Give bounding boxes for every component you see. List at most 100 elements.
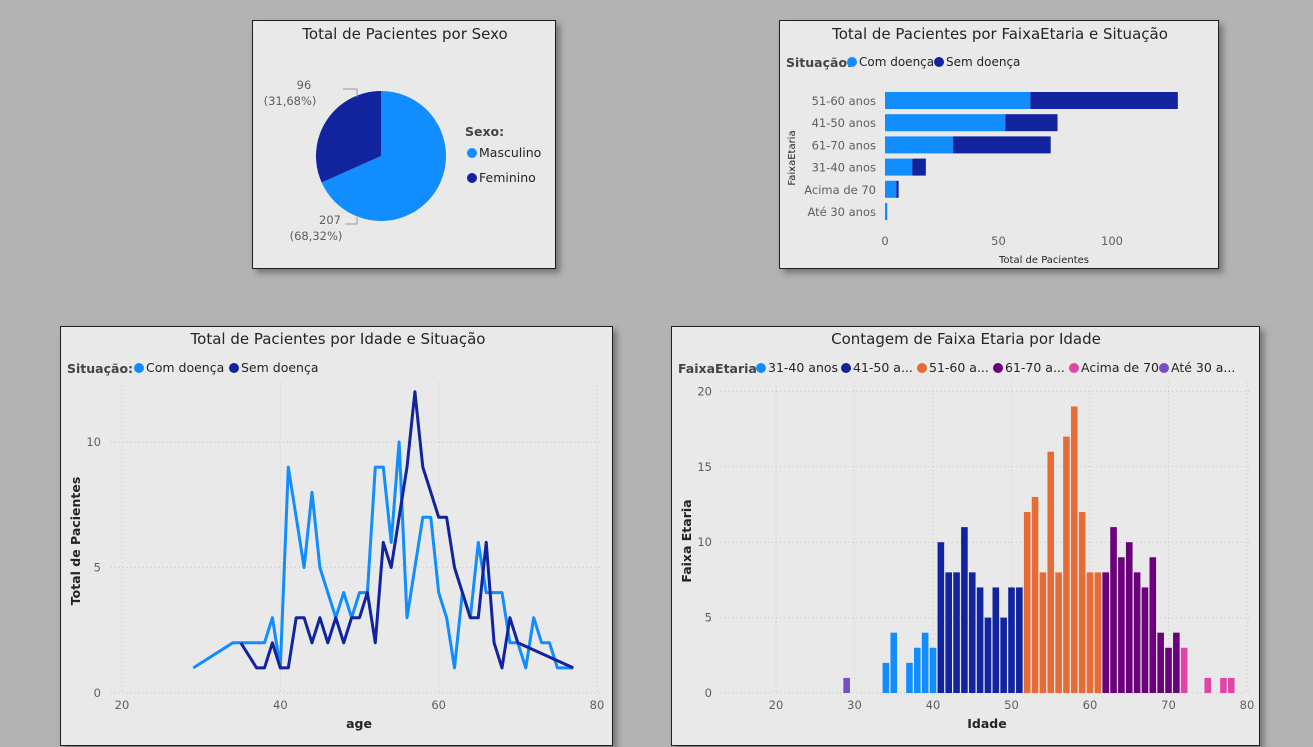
- vbar-legend-label: 41-50 a...: [853, 360, 913, 375]
- vbar-bar: [976, 587, 984, 693]
- vbar-bar: [1031, 496, 1039, 693]
- hbar-legend-label: Com doença: [859, 55, 934, 69]
- vbar-bar: [882, 662, 890, 693]
- pie-slice-feminino: [316, 91, 381, 183]
- vbar-bar: [1220, 677, 1227, 693]
- vbar-bar: [1228, 677, 1235, 693]
- vbar-title: Contagem de Faixa Etaria por Idade: [831, 330, 1101, 348]
- vbar-x-tick: 70: [1161, 698, 1176, 712]
- vbar-bar: [937, 542, 945, 693]
- line-y-tick: 0: [94, 686, 101, 700]
- vbar-bar: [1204, 677, 1212, 693]
- vbar-y-tick: 5: [705, 611, 712, 625]
- hbar-bar-sem-doenca: [1005, 114, 1058, 132]
- pie-card: Total de Pacientes por Sexo 207 (68,32%) 9…: [252, 20, 556, 269]
- line-ylabel: Total de Pacientes: [68, 477, 83, 606]
- hbar-bar-sem-doenca: [1030, 92, 1178, 109]
- hbar-bar-com-doenca: [885, 114, 1006, 132]
- line-card: Total de Pacientes por Idade e Situação …: [60, 326, 613, 746]
- hbar-category-label: Até 30 anos: [807, 205, 876, 219]
- line-chart: Total de Pacientes por Idade e Situação …: [67, 330, 604, 731]
- idade-chart: Contagem de Faixa Etaria por Idade Faixa…: [678, 330, 1255, 731]
- vbar-bar: [968, 572, 976, 693]
- line-legend-title: Situação:: [67, 361, 133, 376]
- vbar-bar: [1055, 572, 1062, 693]
- vbar-bar: [1086, 572, 1094, 693]
- hbar-legend-marker: [847, 57, 857, 67]
- vbar-bar: [1047, 451, 1055, 693]
- line-series-sem-doenca: [239, 390, 574, 670]
- pie-leader-line: [343, 88, 358, 97]
- vbar-y-tick: 20: [697, 384, 712, 398]
- vbar-y-tick: 15: [697, 460, 712, 474]
- line-legend-marker: [229, 363, 239, 373]
- vbar-bar: [1180, 647, 1188, 693]
- line-y-tick: 10: [86, 435, 101, 449]
- pie-leader-line: [345, 217, 358, 225]
- vbar-bar: [1118, 557, 1125, 693]
- vbar-bar: [1016, 587, 1023, 693]
- line-x-tick: 20: [115, 698, 130, 712]
- line-xlabel: age: [346, 716, 372, 731]
- hbar-bar-com-doenca: [885, 203, 888, 220]
- pie-data-label: 96: [297, 78, 312, 92]
- vbar-y-tick: 10: [697, 535, 712, 549]
- hbar-x-tick: 50: [991, 234, 1006, 248]
- pie-data-label-pct: (31,68%): [264, 94, 317, 108]
- vbar-bar: [1078, 512, 1086, 693]
- hbar-x-tick: 100: [1101, 234, 1123, 248]
- line-legend-label: Sem doença: [241, 360, 319, 375]
- vbar-bar: [992, 587, 1000, 693]
- vbar-bar: [1008, 587, 1015, 693]
- line-y-tick: 5: [94, 561, 101, 575]
- bar-faixa-chart: Total de Pacientes por FaixaEtaria e Sit…: [786, 25, 1178, 266]
- hbar-category-label: 61-70 anos: [812, 138, 876, 152]
- pie-title: Total de Pacientes por Sexo: [301, 25, 507, 43]
- vbar-bar: [1039, 572, 1047, 693]
- pie-legend-title: Sexo:: [465, 124, 504, 139]
- pie-data-label-pct: (68,32%): [290, 229, 343, 243]
- vbar-legend-marker: [841, 363, 851, 373]
- vbar-bar: [1023, 512, 1031, 693]
- vbar-bar: [1133, 572, 1141, 693]
- vbar-bar: [1000, 617, 1007, 693]
- vbar-bar: [1141, 587, 1149, 693]
- vbar-bar: [1094, 572, 1102, 693]
- vbar-legend-marker: [756, 363, 766, 373]
- idade-card: Contagem de Faixa Etaria por Idade Faixa…: [671, 326, 1260, 746]
- vbar-bar: [890, 632, 898, 693]
- vbar-x-tick: 80: [1240, 698, 1255, 712]
- hbar-bar-com-doenca: [885, 180, 897, 198]
- vbar-bar: [1149, 557, 1157, 693]
- vbar-bar: [1102, 572, 1109, 693]
- pie-legend-label: Feminino: [479, 170, 536, 185]
- vbar-bar: [1063, 436, 1070, 693]
- vbar-y-tick: 0: [705, 686, 712, 700]
- vbar-x-tick: 50: [1004, 698, 1019, 712]
- hbar-ylabel: FaixaEtaria: [787, 130, 798, 185]
- vbar-x-tick: 40: [926, 698, 941, 712]
- hbar-title: Total de Pacientes por FaixaEtaria e Sit…: [831, 25, 1168, 43]
- vbar-ylabel: Faixa Etaria: [679, 499, 694, 582]
- hbar-category-label: 51-60 anos: [812, 94, 876, 108]
- vbar-legend-marker: [1069, 363, 1079, 373]
- pie-legend-marker: [467, 173, 477, 183]
- pie-data-label: 207: [319, 213, 341, 227]
- vbar-x-tick: 30: [847, 698, 862, 712]
- hbar-category-label: 41-50 anos: [812, 116, 876, 130]
- hbar-bar-sem-doenca: [896, 180, 899, 198]
- vbar-bar: [945, 572, 952, 693]
- hbar-bar-sem-doenca: [912, 158, 926, 176]
- vbar-legend-label: 61-70 a...: [1005, 360, 1065, 375]
- hbar-category-label: 31-40 anos: [812, 161, 876, 175]
- vbar-bar: [1173, 632, 1180, 693]
- hbar-bar-com-doenca: [885, 92, 1031, 109]
- hbar-x-tick: 0: [881, 234, 888, 248]
- vbar-legend-label: Até 30 a...: [1171, 360, 1235, 375]
- vbar-bar: [929, 647, 937, 693]
- vbar-legend-label: 31-40 anos: [768, 360, 838, 375]
- vbar-legend-marker: [993, 363, 1003, 373]
- vbar-bar: [953, 572, 960, 693]
- line-x-tick: 60: [431, 698, 446, 712]
- pie-chart: Total de Pacientes por Sexo 207 (68,32%) 9…: [264, 25, 542, 243]
